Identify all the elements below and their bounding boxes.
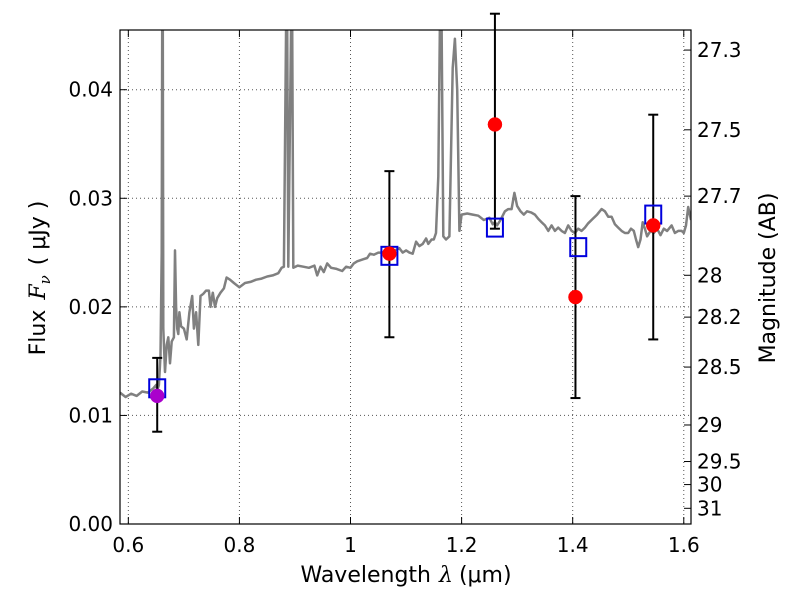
observed-point-4 [645,218,661,233]
observed-point-0 [149,388,165,404]
spectrum-line [120,30,691,399]
model-spectrum [120,30,691,399]
mag-tick-label-4: 28.2 [697,305,742,329]
y-tick-label-3: 0.03 [68,186,113,210]
axes-frame [119,29,692,525]
axis-ticks: 0.6 0.8 1 1.2 1.4 1.6 0.00 0.01 0.02 0.03 0.04 27.3… [68,30,742,557]
plot-frame [119,29,692,525]
mag-tick-label-1: 27.5 [697,118,742,142]
y-tick-label-4: 0.04 [68,78,113,102]
x-axis-label: Wavelength λ (μm) [300,563,511,588]
observed-photometry [149,117,661,404]
x-tick-label-4: 1.4 [557,533,589,557]
x-tick-label-0: 0.6 [112,533,144,557]
mag-tick-label-3: 28 [697,263,722,287]
observed-point-1 [382,246,397,261]
y-tick-label-2: 0.02 [68,295,113,319]
magnitude-axis-label: Magnitude (AB) [756,193,781,364]
mag-tick-label-0: 27.3 [697,38,742,62]
x-tick-label-2: 1 [344,533,357,557]
mag-tick-label-9: 31 [697,496,722,520]
observed-point-3 [568,289,583,305]
y-axis-label: FluxFν( μJy ) [26,201,54,356]
x-tick-label-5: 1.6 [668,533,700,557]
model-box-2 [485,217,504,238]
x-tick-label-1: 0.8 [224,533,256,557]
mag-tick-label-5: 28.5 [697,355,742,379]
mag-tick-label-7: 29.5 [697,450,742,474]
x-tick-label-3: 1.2 [446,533,478,557]
mag-tick-label-8: 30 [697,473,722,497]
mag-tick-label-6: 29 [697,413,722,437]
mag-tick-label-2: 27.7 [697,184,742,208]
model-box-3 [569,237,588,258]
observed-point-2 [487,117,503,132]
y-tick-label-1: 0.01 [68,403,113,427]
y-tick-label-0: 0.00 [68,512,113,536]
